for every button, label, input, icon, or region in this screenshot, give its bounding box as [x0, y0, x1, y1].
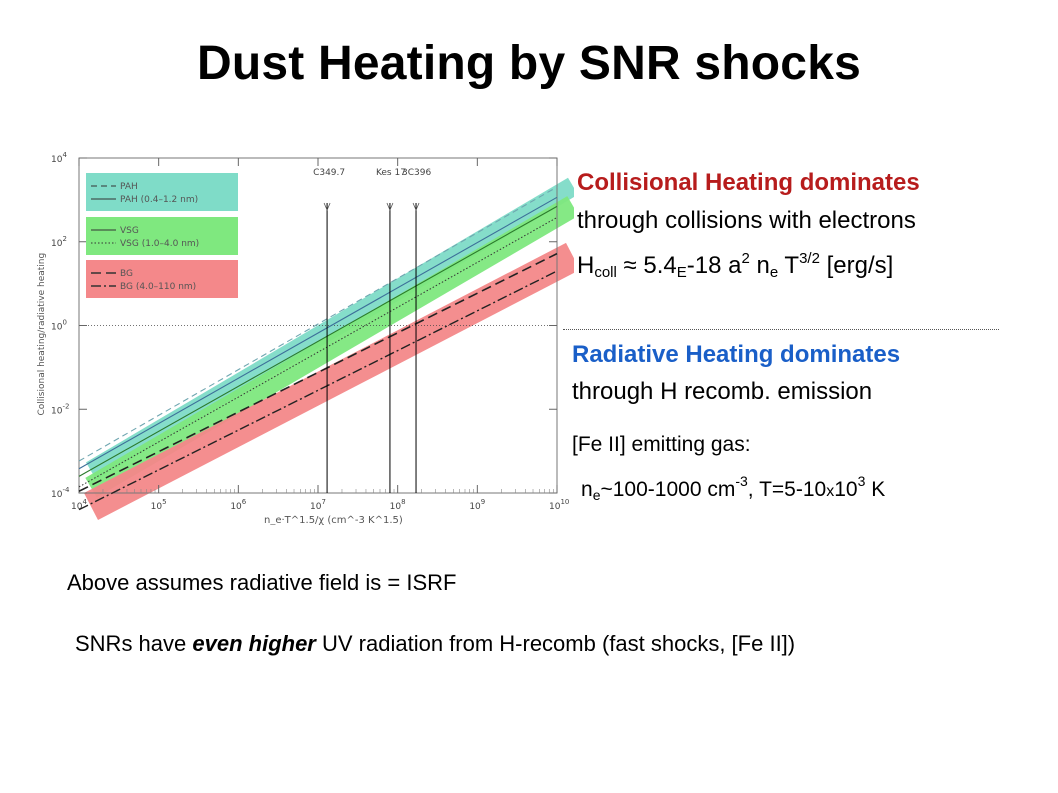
legend-label-2: VSG	[120, 226, 139, 236]
y-tick-label: 104	[51, 151, 67, 165]
legend-label-4: BG	[120, 269, 133, 279]
y-tick-label: 100	[51, 319, 67, 333]
series-line-4	[78, 252, 558, 492]
marker-label-0: C349.7	[313, 168, 345, 178]
legend-label-0: PAH	[120, 182, 138, 192]
y-axis-label: Collisional heating/radiative heating	[37, 253, 47, 416]
slide-title: Dust Heating by SNR shocks	[196, 37, 861, 90]
marker-arrow-1	[386, 202, 394, 212]
x-tick-label: 108	[390, 498, 406, 512]
vsg-band	[85, 196, 574, 498]
x-tick-label: 109	[469, 498, 485, 512]
divider-line	[563, 329, 999, 330]
collisional-formula: Hcoll ≈ 5.4E-18 a2 ne T3/2 [erg/s]	[577, 250, 894, 281]
x-tick-label: 105	[151, 498, 167, 512]
heating-ratio-chart: 104 105 106 107 108 109 1010 10-4 10-2 100 102 104 C…	[34, 145, 574, 525]
y-tick-label: 10-4	[51, 486, 70, 500]
marker-arrow-0	[323, 202, 331, 212]
marker-label-2: 3C396	[402, 168, 431, 178]
marker-arrow-2	[412, 202, 420, 212]
series-line-2	[78, 205, 558, 477]
x-axis-label: n_e·T^1.5/χ (cm^-3 K^1.5)	[264, 515, 403, 525]
note-snr: SNRs have even higher UV radiation from …	[75, 631, 796, 656]
radiative-line: through H recomb. emission	[572, 378, 873, 405]
chart-svg: 104 105 106 107 108 109 101010-410-2100102104C…	[37, 151, 574, 525]
gas-conditions: ne~100-1000 cm-3, T=5-10x103 K	[581, 473, 886, 503]
y-tick-label: 10-2	[51, 402, 69, 416]
x-tick-label: 1010	[549, 498, 569, 512]
series-line-1	[78, 196, 558, 470]
legend-swatch-1	[86, 217, 238, 255]
x-tick-label: 106	[230, 498, 246, 512]
legend-swatch-0	[86, 173, 238, 211]
legend-label-1: PAH (0.4–1.2 nm)	[120, 195, 198, 205]
legend-label-3: VSG (1.0–4.0 nm)	[120, 239, 199, 249]
series-line-5	[78, 270, 558, 511]
x-tick-label: 107	[310, 498, 326, 512]
marker-label-1: Kes 17	[376, 168, 406, 178]
note-isrf: Above assumes radiative field is = ISRF	[67, 570, 457, 595]
bg-band	[83, 242, 574, 520]
radiative-heading: Radiative Heating dominates	[572, 341, 901, 368]
series-line-3	[78, 217, 558, 488]
legend-label-5: BG (4.0–110 nm)	[120, 282, 196, 292]
y-tick-label: 102	[51, 235, 67, 249]
collisional-heading: Collisional Heating dominates	[577, 169, 920, 196]
series-line-0	[78, 186, 558, 462]
legend-swatch-2	[86, 260, 238, 298]
collisional-line: through collisions with electrons	[577, 207, 916, 234]
gas-label: [Fe II] emitting gas:	[572, 433, 751, 456]
